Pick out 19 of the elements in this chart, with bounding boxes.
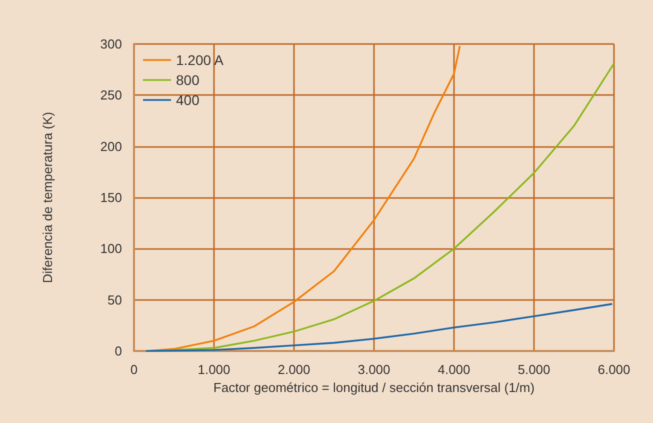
y-tick-label: 200 [100,138,122,154]
x-tick-label: 4.000 [438,362,470,377]
line-series [145,303,614,352]
y-tick-label: 150 [100,190,122,205]
x-tick-label: 6.000 [598,362,630,377]
y-tick-label: 100 [100,241,122,256]
legend-label: 400 [176,92,200,108]
x-tick-label: 0 [130,362,138,377]
y-tick-label: 0 [114,344,122,358]
x-tick-label: 1.000 [198,362,230,377]
x-tick-label: 3.000 [358,362,390,377]
y-tick-label: 50 [108,292,122,308]
x-tick-label: 5.000 [518,362,550,377]
legend-label: 800 [176,72,200,88]
y-axis-title: Diferencia de temperatura (K) [40,112,55,284]
y-tick-label: 300 [100,36,122,52]
x-axis-title: Factor geométrico = longitud / sección transversal (1/m) [213,380,535,395]
x-tick-label: 2.000 [278,362,310,377]
y-tick-label: 250 [100,88,122,103]
